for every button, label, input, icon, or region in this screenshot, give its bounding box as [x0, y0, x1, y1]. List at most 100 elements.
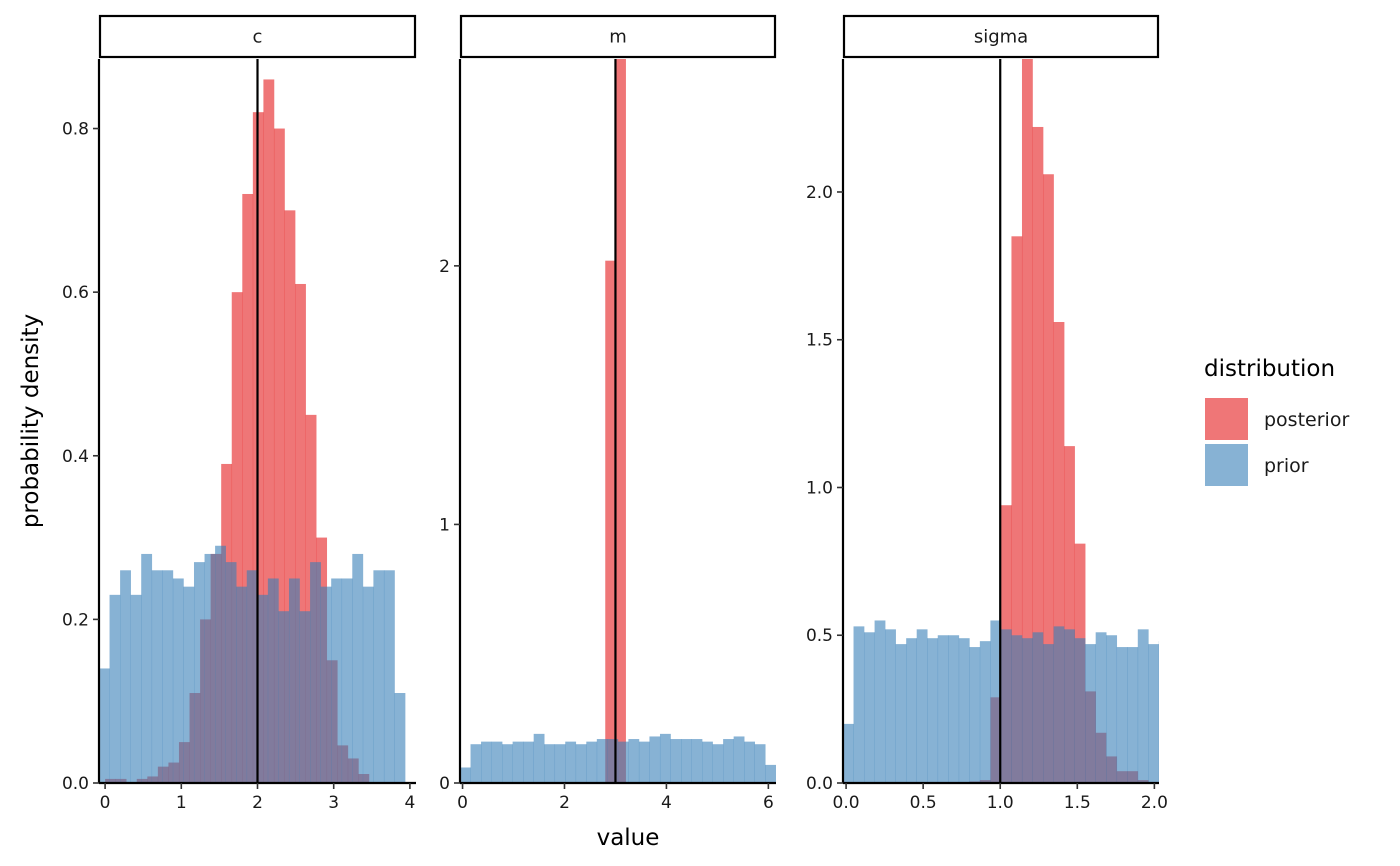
prior-bar: [225, 562, 237, 783]
prior-bar: [1116, 647, 1128, 783]
prior-bar: [754, 744, 766, 783]
facet-panel-sigma: sigma 0.0 0.5 1.0 1.5 2.0 0.0 0.5 1.0 1.5 2.0: [806, 14, 1201, 813]
y-tick-label: 0.4: [62, 447, 89, 467]
prior-bar: [1085, 644, 1096, 783]
facet-strip: [842, 14, 1160, 59]
prior-bar: [864, 632, 875, 783]
prior-bar: [109, 594, 121, 783]
prior-bar: [267, 578, 279, 783]
x-tick-label: 0.5: [910, 793, 937, 813]
prior-bar: [937, 635, 949, 783]
legend-entry-posterior: posterior: [1205, 398, 1349, 440]
prior-bar: [906, 638, 917, 783]
x-tick-label: 2: [252, 793, 263, 813]
prior-bar: [491, 741, 503, 783]
prior-bar: [1148, 644, 1159, 783]
prior-bar: [1032, 632, 1044, 783]
posterior-bar: [1021, 59, 1033, 783]
prior-bar: [874, 620, 886, 783]
facet-panel-c: c 0.0 0.2 0.4 0.6 0.8 0 1 2 3 4: [62, 14, 417, 813]
prior-bar: [969, 647, 981, 783]
posterior-bar: [242, 193, 254, 783]
prior-bar: [958, 638, 970, 783]
prior-bar: [162, 570, 174, 783]
legend: distribution posterior prior: [1204, 356, 1349, 486]
prior-bar: [151, 570, 163, 783]
x-tick-label: 0.0: [833, 793, 860, 813]
prior-bar: [575, 744, 587, 783]
prior-bar: [1074, 638, 1086, 783]
prior-bar: [502, 744, 513, 783]
prior-bar: [394, 693, 406, 783]
prior-bar: [470, 744, 482, 783]
prior-bar: [1053, 626, 1065, 783]
y-tick-label: 1.0: [806, 478, 833, 498]
posterior-bar: [615, 59, 626, 783]
prior-bar: [979, 641, 991, 783]
legend-key-posterior: [1205, 398, 1248, 440]
prior-bar: [927, 638, 939, 783]
prior-bar: [172, 578, 184, 783]
x-tick-label: 2: [559, 793, 570, 813]
x-tick-label: 1.0: [987, 793, 1014, 813]
legend-title: distribution: [1204, 356, 1335, 382]
y-axis-title: probability density: [18, 314, 44, 528]
y-tick-label: 0: [439, 774, 450, 794]
posterior-bar: [605, 260, 616, 783]
prior-bar: [362, 586, 374, 783]
y-tick-label: 0.2: [62, 610, 89, 630]
prior-bar: [659, 733, 671, 783]
posterior-bar: [231, 292, 243, 783]
prior-bar: [120, 570, 131, 783]
facet-strip: [459, 14, 777, 59]
posterior-bar: [263, 79, 275, 783]
x-tick-label: 1: [176, 793, 187, 813]
prior-bar: [1021, 638, 1033, 783]
prior-bar: [204, 553, 216, 783]
prior-bar: [373, 570, 385, 783]
posterior-bar: [284, 210, 296, 783]
prior-bar: [481, 741, 492, 783]
y-tick-label: 0.0: [62, 774, 89, 794]
y-tick-label: 1.5: [806, 331, 833, 351]
facet-strip-label: sigma: [974, 27, 1028, 48]
x-axis-title: value: [597, 825, 660, 851]
prior-bar: [1064, 629, 1075, 783]
facet-strip-label: c: [253, 27, 263, 48]
prior-bar: [670, 739, 682, 783]
y-tick-label: 1: [439, 515, 450, 535]
prior-bar: [638, 741, 650, 783]
prior-bar: [544, 744, 556, 783]
prior-bar: [1169, 641, 1180, 783]
prior-bar: [341, 578, 353, 783]
prior-bar: [712, 744, 724, 783]
prior-bar: [99, 668, 110, 783]
prior-bar: [691, 739, 703, 783]
facet-panel-m: m 0 1 2 0 2 4 6: [439, 14, 777, 813]
prior-bar: [383, 570, 395, 783]
prior-bar: [723, 739, 734, 783]
posterior-bar: [295, 283, 306, 783]
prior-bar: [702, 741, 713, 783]
prior-bar: [141, 553, 153, 783]
prior-bar: [533, 733, 545, 783]
prior-bar: [586, 741, 598, 783]
prior-bar: [1137, 629, 1149, 783]
x-tick-label: 0: [457, 793, 468, 813]
prior-bar: [948, 635, 960, 783]
legend-key-prior: [1205, 444, 1248, 486]
prior-bar: [765, 764, 776, 783]
prior-bar: [990, 620, 1002, 783]
prior-bar: [310, 562, 321, 783]
facet-strip-label: m: [609, 27, 627, 48]
posterior-bar: [1043, 174, 1054, 783]
y-tick-label: 0.0: [806, 774, 833, 794]
prior-bar: [1095, 632, 1107, 783]
prior-bar: [1158, 641, 1159, 783]
y-tick-label: 2.0: [806, 183, 833, 203]
x-tick-label: 6: [763, 793, 774, 813]
prior-bar: [895, 644, 907, 783]
prior-bar: [1190, 697, 1201, 783]
prior-bar: [130, 594, 142, 783]
legend-label: prior: [1264, 455, 1309, 477]
